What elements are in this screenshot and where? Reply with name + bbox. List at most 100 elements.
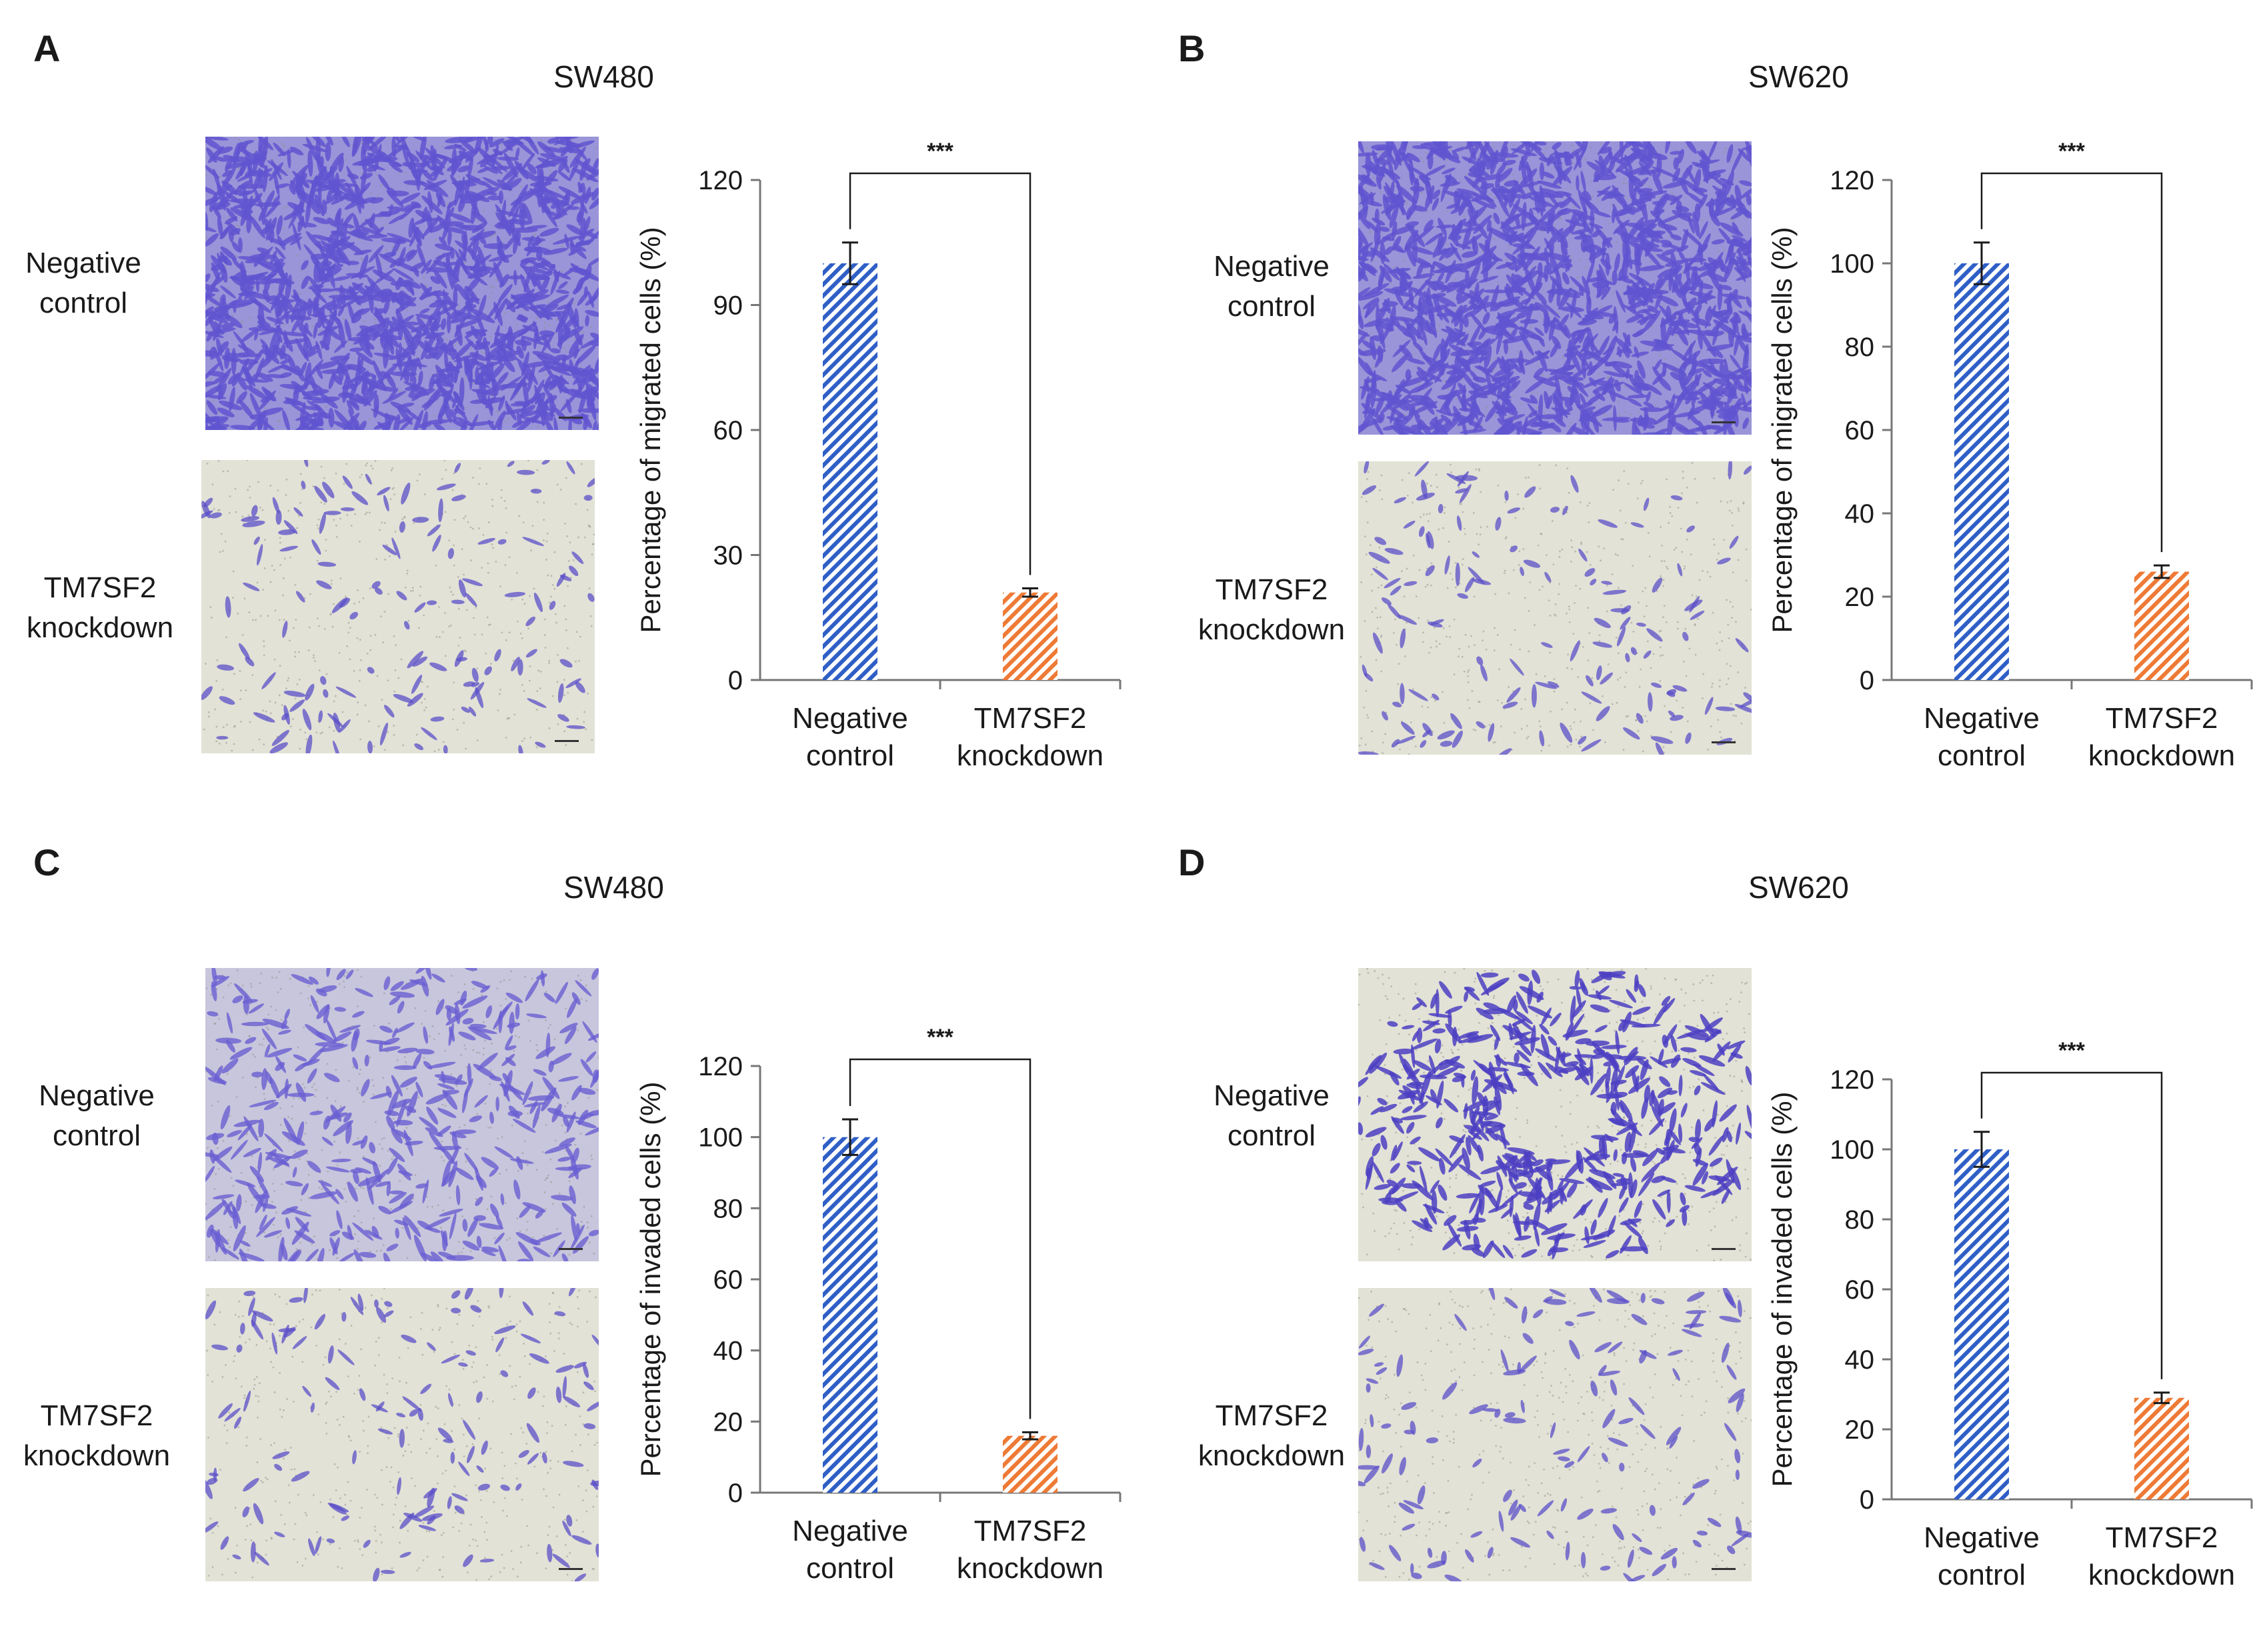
y-tick-label: 60	[713, 1265, 743, 1295]
y-axis-label: Percentage of migrated cells (%)	[1766, 227, 1798, 633]
y-tick-label: 80	[1845, 333, 1875, 362]
panel-letter: C	[33, 841, 61, 883]
significance-label: ***	[927, 139, 953, 164]
bar-negative-control	[823, 263, 877, 680]
bar-chart: 0 20 40 60 80 100 120 Percentage of migrated ce…	[1745, 107, 2263, 800]
significance-label: ***	[927, 1025, 953, 1050]
y-tick-label: 40	[713, 1337, 743, 1366]
significance-bracket	[849, 1058, 1031, 1419]
bar-tm7sf2-knockdown	[2134, 571, 2189, 680]
error-bar	[1974, 1131, 1990, 1168]
row-label-negative: Negative control	[1214, 250, 1330, 323]
y-tick-label: 0	[728, 1479, 743, 1508]
y-tick-label: 80	[713, 1194, 743, 1223]
x-tick-label: Negative	[792, 702, 908, 735]
y-tick-label: 120	[698, 166, 743, 195]
panel-b: B SW620 Negative control TM7SF2 knockdow…	[1132, 0, 2263, 826]
error-bar	[2154, 1391, 2170, 1405]
y-axis-label: Percentage of invaded cells (%)	[635, 1082, 666, 1477]
panel-letter: A	[33, 27, 61, 69]
micrograph-tm7sf2-knockdown	[1358, 1288, 1752, 1581]
x-tick-label: TM7SF2	[974, 702, 1087, 735]
x-tick-label: control	[806, 1552, 894, 1585]
panel-letter: D	[1178, 841, 1206, 883]
y-tick-label: 60	[1845, 416, 1875, 445]
y-tick-label: 90	[713, 291, 743, 321]
bar-chart: 0 20 40 60 80 100 120 Percentage of invaded cel…	[1745, 1006, 2263, 1619]
row-label-knockdown: TM7SF2 knockdown	[1198, 573, 1346, 646]
micrograph-tm7sf2-knockdown	[205, 1288, 599, 1581]
y-axis-label: Percentage of invaded cells (%)	[1766, 1092, 1798, 1487]
cell-line-title: SW620	[1748, 59, 1849, 94]
micrograph-negative-control	[1358, 141, 1752, 435]
y-tick-label: 120	[1830, 166, 1874, 195]
x-tick-label: Negative	[1924, 1521, 2040, 1554]
x-tick-label: TM7SF2	[974, 1515, 1087, 1547]
row-label-knockdown: TM7SF2 knockdown	[23, 1399, 171, 1472]
y-tick-label: 40	[1845, 499, 1875, 529]
x-tick-label: Negative	[1924, 702, 2040, 735]
row-label-negative: Negative control	[39, 1079, 155, 1152]
y-tick-label: 20	[1845, 1415, 1875, 1445]
row-label-negative: Negative control	[1214, 1079, 1330, 1152]
significance-bracket	[1980, 172, 2163, 553]
significance-bracket	[849, 172, 1031, 575]
bar-negative-control	[1954, 263, 2009, 680]
cell-line-title: SW480	[553, 59, 654, 94]
y-tick-label: 80	[1845, 1205, 1875, 1235]
x-tick-label: control	[1938, 1559, 2026, 1591]
x-tick-label: control	[1938, 739, 2026, 772]
bar-negative-control	[1954, 1149, 2009, 1499]
x-tick-label: knockdown	[2088, 739, 2235, 772]
row-label-knockdown: TM7SF2 knockdown	[1198, 1399, 1346, 1472]
x-tick-label: knockdown	[957, 739, 1103, 772]
y-tick-label: 60	[1845, 1275, 1875, 1305]
y-tick-label: 100	[1830, 249, 1874, 279]
error-bar	[2154, 564, 2170, 579]
significance-bracket	[1980, 1071, 2163, 1379]
panel-c: C SW480 Negative control TM7SF2 knockdow…	[0, 826, 1132, 1652]
x-tick-label: TM7SF2	[2106, 702, 2218, 735]
bar-tm7sf2-knockdown	[2134, 1397, 2189, 1499]
y-tick-label: 120	[698, 1052, 743, 1081]
panel-d: D SW620 Negative control TM7SF2 knockdow…	[1132, 826, 2263, 1652]
y-tick-label: 20	[1845, 583, 1875, 612]
y-tick-label: 100	[698, 1123, 743, 1153]
y-tick-label: 20	[713, 1407, 743, 1437]
bar-chart: 0 30 60 90 120 Percentage of migrated cells (…	[613, 107, 1134, 800]
bar-tm7sf2-knockdown	[1003, 1435, 1057, 1493]
chart-svg: 0 20 40 60 80 100 120 Percentage of migrated ce…	[1766, 139, 2253, 772]
chart-svg: 0 30 60 90 120 Percentage of migrated cells (…	[635, 139, 1121, 772]
micrograph-tm7sf2-knockdown	[1358, 461, 1752, 755]
chart-svg: 0 20 40 60 80 100 120 Percentage of invaded cel…	[1766, 1038, 2253, 1591]
bar-tm7sf2-knockdown	[1003, 592, 1057, 680]
micrograph-negative-control	[1358, 968, 1752, 1261]
y-tick-label: 120	[1830, 1065, 1874, 1095]
error-bar	[842, 1118, 858, 1156]
y-tick-label: 0	[1860, 666, 1874, 695]
x-tick-label: knockdown	[2088, 1559, 2235, 1591]
panel-letter: B	[1178, 27, 1206, 69]
error-bar	[1022, 1431, 1038, 1441]
panel-a: A SW480 Negative control TM7SF2 knockdow…	[0, 0, 1132, 826]
y-axis-label: Percentage of migrated cells (%)	[635, 227, 666, 633]
cell-line-title: SW480	[563, 870, 664, 905]
x-tick-label: TM7SF2	[2106, 1521, 2218, 1554]
y-tick-label: 40	[1845, 1345, 1875, 1375]
micrograph-negative-control	[205, 137, 599, 430]
y-tick-label: 0	[728, 666, 743, 695]
y-tick-label: 100	[1830, 1135, 1874, 1165]
error-bar	[1974, 241, 1990, 285]
x-tick-label: knockdown	[957, 1552, 1103, 1585]
x-tick-label: control	[806, 739, 894, 772]
row-label-knockdown: TM7SF2 knockdown	[26, 571, 174, 644]
bar-negative-control	[823, 1137, 877, 1493]
y-tick-label: 0	[1860, 1485, 1874, 1515]
micrograph-negative-control	[205, 968, 599, 1261]
significance-label: ***	[2058, 139, 2085, 164]
chart-svg: 0 20 40 60 80 100 120 Percentage of invaded cel…	[635, 1025, 1121, 1585]
row-label-negative: Negative control	[25, 247, 141, 319]
significance-label: ***	[2058, 1038, 2085, 1063]
error-bar	[842, 241, 858, 285]
y-tick-label: 60	[713, 416, 743, 445]
